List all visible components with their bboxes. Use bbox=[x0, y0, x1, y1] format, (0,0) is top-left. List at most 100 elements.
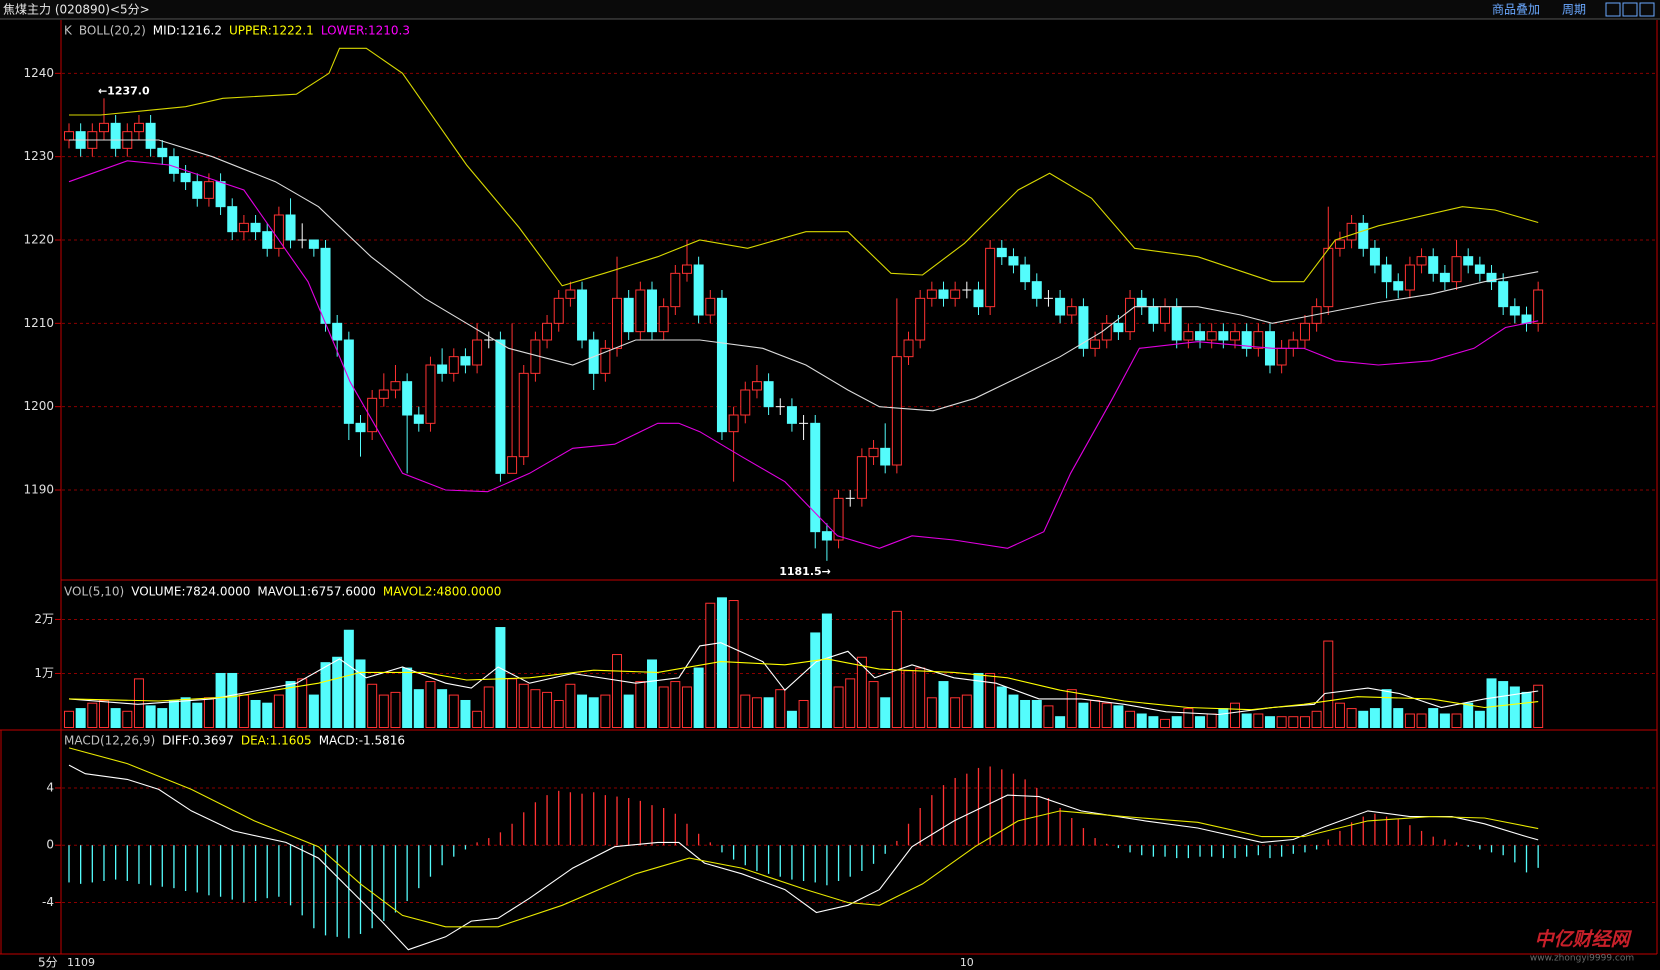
candle-body bbox=[495, 339, 506, 474]
watermark-url: www.zhongyi9999.com bbox=[1530, 954, 1634, 964]
candle-body bbox=[763, 381, 774, 408]
volume-bar bbox=[1078, 702, 1089, 729]
candle-body bbox=[413, 414, 424, 424]
candle-body bbox=[238, 222, 249, 233]
volume-bar bbox=[460, 699, 471, 729]
candle-body bbox=[1346, 222, 1357, 241]
volume-bar bbox=[950, 697, 961, 728]
y-tick-label: 1万 bbox=[34, 666, 54, 680]
volume-bar bbox=[542, 691, 553, 729]
legend-item: LOWER:1210.3 bbox=[321, 24, 410, 38]
volume-bar bbox=[938, 681, 949, 728]
volume-bar bbox=[203, 697, 214, 728]
volume-bar bbox=[961, 694, 972, 728]
volume-bar bbox=[1509, 686, 1520, 729]
volume-bar bbox=[786, 710, 797, 728]
volume-bar bbox=[98, 699, 109, 729]
indicator-line bbox=[68, 764, 1539, 951]
candle-body bbox=[868, 447, 879, 458]
candle-body bbox=[1451, 256, 1462, 283]
candle-body bbox=[1416, 256, 1427, 266]
y-tick-label: 1240 bbox=[23, 66, 54, 80]
volume-bar bbox=[122, 710, 133, 728]
candle-body bbox=[1195, 331, 1206, 341]
prev-icon[interactable] bbox=[1605, 2, 1621, 17]
volume-bar bbox=[856, 656, 867, 728]
volume-bar bbox=[623, 694, 634, 728]
candle-body bbox=[1509, 306, 1520, 316]
candle-body bbox=[985, 247, 996, 308]
volume-bar bbox=[472, 710, 483, 728]
candle-body bbox=[262, 231, 273, 249]
volume-bar bbox=[530, 689, 541, 729]
volume-bar bbox=[658, 686, 669, 729]
volume-bar bbox=[227, 672, 238, 729]
candle-body bbox=[658, 306, 669, 333]
candle-body bbox=[180, 172, 191, 183]
candle-body bbox=[390, 381, 401, 391]
candle-body bbox=[308, 239, 319, 249]
volume-bar bbox=[437, 689, 448, 729]
volume-bar bbox=[1474, 710, 1485, 728]
candle-body bbox=[1066, 306, 1077, 316]
volume-bar bbox=[1113, 705, 1124, 729]
volume-bar bbox=[716, 597, 727, 728]
candle-body bbox=[472, 339, 483, 366]
legend-item: MID:1216.2 bbox=[153, 24, 222, 38]
volume-bar bbox=[1008, 694, 1019, 728]
volume-bar bbox=[378, 694, 389, 728]
volume-bar bbox=[1136, 713, 1147, 729]
candle-body bbox=[1136, 297, 1147, 308]
instrument-title: 焦煤主力 (020890)<5分> bbox=[3, 3, 150, 17]
candle-body bbox=[518, 372, 529, 458]
volume-bar bbox=[903, 670, 914, 728]
volume-bar bbox=[1404, 713, 1415, 729]
candle-body bbox=[751, 381, 762, 391]
legend-item: MAVOL1:6757.6000 bbox=[257, 585, 376, 599]
indicator-line bbox=[68, 160, 1539, 549]
candle-body bbox=[880, 447, 891, 466]
volume-bar bbox=[110, 708, 121, 728]
volume-bar bbox=[1055, 716, 1066, 729]
next-icon[interactable] bbox=[1622, 2, 1638, 17]
annotation: ←1237.0 bbox=[98, 84, 150, 97]
candle-body bbox=[705, 297, 716, 316]
candle-body bbox=[133, 122, 144, 133]
candle-body bbox=[740, 389, 751, 416]
candle-body bbox=[728, 414, 739, 433]
volume-bar bbox=[810, 632, 821, 729]
volume-bar bbox=[915, 667, 926, 728]
period-button[interactable]: 周期 bbox=[1562, 3, 1586, 17]
candle-body bbox=[145, 122, 156, 149]
y-tick-label: 1230 bbox=[23, 149, 54, 163]
candle-body bbox=[1428, 256, 1439, 274]
indicator-line bbox=[69, 47, 1539, 287]
volume-bar bbox=[670, 681, 681, 728]
volume-bar bbox=[355, 659, 366, 729]
close-icon[interactable] bbox=[1639, 2, 1655, 17]
candle-body bbox=[320, 247, 331, 324]
volume-bar bbox=[518, 683, 529, 728]
volume-bar bbox=[1416, 713, 1427, 729]
candle-body bbox=[903, 339, 914, 358]
candle-body bbox=[448, 356, 459, 374]
overlay-button[interactable]: 商品叠加 bbox=[1492, 2, 1540, 17]
volume-bar bbox=[1066, 689, 1077, 729]
volume-bar bbox=[495, 627, 506, 728]
volume-bar bbox=[320, 662, 331, 729]
watermark-title: 中亿财经网 bbox=[1534, 929, 1632, 951]
candle-body bbox=[1288, 339, 1299, 349]
volume-bar bbox=[821, 613, 832, 728]
candle-body bbox=[833, 497, 844, 541]
volume-bar bbox=[1498, 681, 1509, 728]
candle-body bbox=[1125, 297, 1136, 333]
candle-body bbox=[915, 297, 926, 341]
indicator-line bbox=[68, 747, 1539, 928]
volume-bar bbox=[332, 656, 343, 728]
indicator-line bbox=[68, 658, 1539, 711]
volume-bar bbox=[1393, 708, 1404, 728]
candle-body bbox=[1090, 339, 1101, 349]
candle-body bbox=[565, 289, 576, 299]
volume-bar bbox=[1299, 716, 1310, 729]
candle-body bbox=[1334, 239, 1345, 249]
